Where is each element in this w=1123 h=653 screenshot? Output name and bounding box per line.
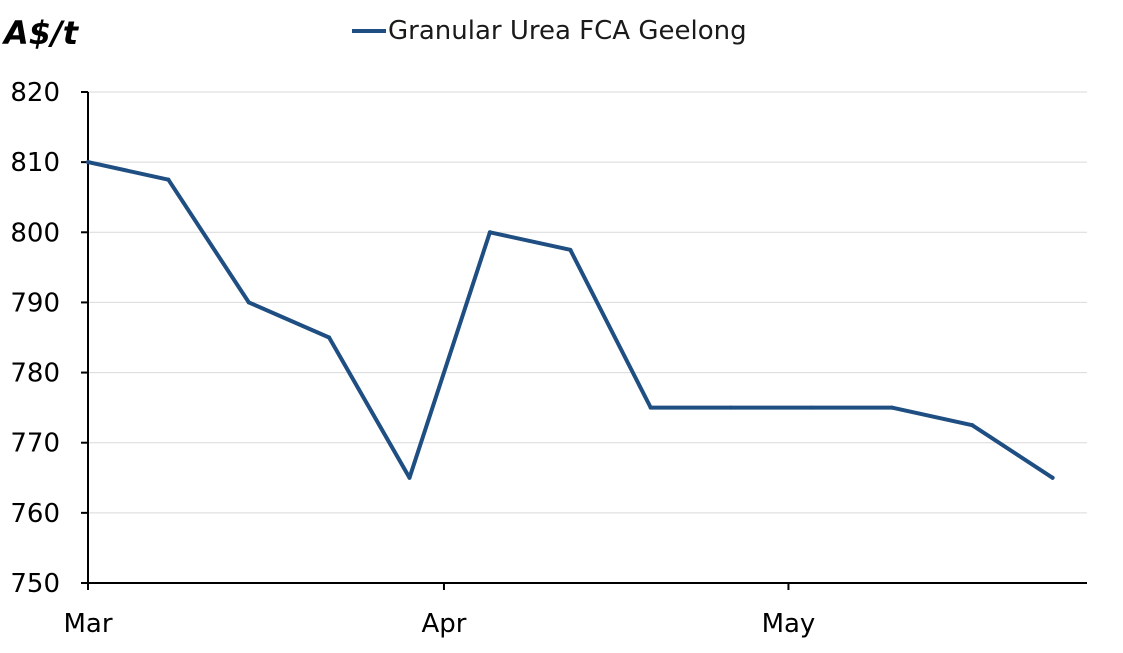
data-point: [970, 423, 975, 428]
data-point: [1050, 475, 1055, 480]
y-tick-label: 800: [10, 218, 60, 248]
y-tick-label: 760: [10, 499, 60, 529]
y-tick-label: 770: [10, 429, 60, 459]
y-tick-label: 750: [10, 569, 60, 599]
data-point: [487, 230, 492, 235]
data-point: [568, 247, 573, 252]
x-tick-label: Mar: [63, 609, 112, 639]
data-point: [166, 177, 171, 182]
y-tick-label: 810: [10, 148, 60, 178]
data-point: [648, 405, 653, 410]
data-point: [246, 300, 251, 305]
x-tick-label: Apr: [421, 609, 466, 639]
data-point: [407, 475, 412, 480]
data-point: [889, 405, 894, 410]
legend-label: Granular Urea FCA Geelong: [388, 16, 747, 46]
data-point: [86, 160, 90, 165]
data-point: [327, 335, 332, 340]
series-line: [86, 160, 1055, 480]
data-point: [729, 405, 734, 410]
y-tick-label: 790: [10, 288, 60, 318]
data-point: [809, 405, 814, 410]
y-tick-label: 820: [10, 78, 60, 108]
y-tick-label: 780: [10, 359, 60, 389]
legend-swatch: [352, 29, 386, 33]
x-tick-label: May: [762, 609, 816, 639]
legend: Granular Urea FCA Geelong: [352, 16, 747, 46]
y-axis-unit-label: A$/t: [4, 14, 79, 52]
